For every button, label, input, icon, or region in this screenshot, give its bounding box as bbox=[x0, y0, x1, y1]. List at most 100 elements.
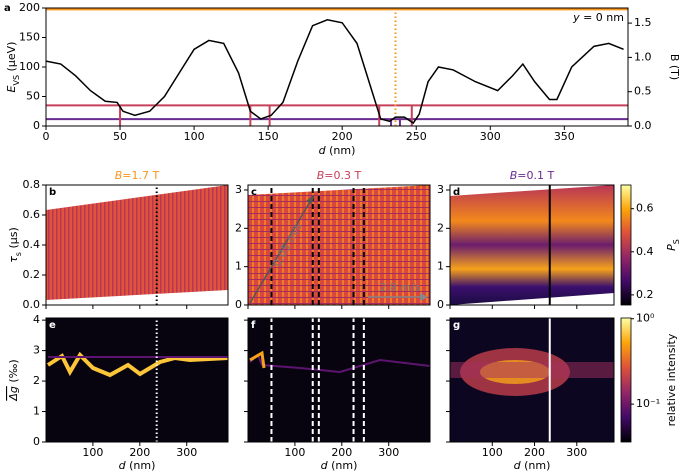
panel-label: c bbox=[251, 187, 257, 198]
y-tick-label: 1 bbox=[33, 405, 40, 418]
heatmap-image bbox=[46, 318, 228, 442]
y2-axis-label: B (T) bbox=[668, 54, 681, 80]
label-symbol: B bbox=[317, 169, 325, 182]
label-symbol: B bbox=[115, 169, 123, 182]
x-tick-label: 100 bbox=[482, 446, 503, 459]
label-subscript: VS bbox=[12, 75, 21, 86]
colorbar bbox=[620, 184, 632, 306]
label-symbol: d bbox=[321, 459, 329, 472]
colorbar bbox=[620, 317, 632, 443]
arrow bbox=[249, 194, 315, 304]
x-axis-label: d (nm) bbox=[321, 459, 358, 472]
label-symbol: d bbox=[319, 144, 327, 157]
y-tick-label: 0.4 bbox=[23, 238, 41, 251]
y2-tick-label: 1.5 bbox=[634, 16, 652, 29]
annotation: 2.8 m/s bbox=[379, 281, 420, 294]
label-symbol: P bbox=[665, 244, 678, 251]
y2-tick-label: 0.5 bbox=[634, 85, 652, 98]
label-text: (nm) bbox=[326, 144, 356, 157]
x-tick-label: 200 bbox=[331, 446, 352, 459]
panel-label: g bbox=[453, 320, 460, 331]
axes-frame bbox=[247, 184, 431, 306]
panel-title: B=0.3 T bbox=[317, 169, 362, 182]
x-axis-label: d (nm) bbox=[119, 459, 156, 472]
panel-label: e bbox=[49, 320, 56, 331]
x-tick-label: 200 bbox=[524, 446, 545, 459]
x-axis-label: d (nm) bbox=[319, 144, 356, 157]
y-tick-label: 0.2 bbox=[23, 268, 41, 281]
colorbar-tick-label: 10⁰ bbox=[636, 312, 655, 325]
x-tick-label: 300 bbox=[378, 446, 399, 459]
axes-frame bbox=[449, 317, 615, 443]
colorbar-label: PS bbox=[665, 239, 681, 251]
colorbar-tick-label: 0.2 bbox=[636, 288, 654, 301]
y-tick-label: 2 bbox=[33, 374, 40, 387]
label-text: = 0 nm bbox=[580, 11, 624, 24]
y-tick-label: 0.0 bbox=[23, 298, 41, 311]
axes-frame bbox=[45, 317, 229, 443]
y-tick-label: 1 bbox=[235, 260, 242, 273]
axes-frame bbox=[247, 317, 431, 443]
colorbar-label: relative intensity bbox=[665, 333, 678, 426]
x-tick-label: 150 bbox=[258, 130, 279, 143]
label-subscript: S bbox=[672, 239, 681, 244]
y-tick-label: 0 bbox=[235, 298, 242, 311]
data-line bbox=[45, 19, 624, 125]
label-text: (µeV) bbox=[5, 42, 18, 75]
panel-label: f bbox=[251, 320, 256, 331]
label-symbol: B bbox=[510, 169, 518, 182]
y-axis-label: EVS (µeV) bbox=[5, 42, 21, 93]
y2-tick-label: 0.0 bbox=[634, 119, 652, 132]
y-tick-label: 0.6 bbox=[23, 208, 41, 221]
y2-tick-label: 1.0 bbox=[634, 50, 652, 63]
label-text: =0.3 T bbox=[324, 169, 361, 182]
y-tick-label: 4 bbox=[33, 313, 40, 326]
heatmap-image bbox=[248, 318, 430, 442]
x-axis-label: d (nm) bbox=[514, 459, 551, 472]
x-tick-label: 200 bbox=[129, 446, 150, 459]
y-tick-label: 150 bbox=[19, 31, 40, 44]
label-symbol: τ bbox=[7, 256, 20, 263]
y-tick-label: 50 bbox=[26, 90, 40, 103]
colorbar-tick-label: 0.4 bbox=[636, 245, 654, 258]
panel-label: b bbox=[49, 187, 56, 198]
label-symbol: y bbox=[572, 11, 580, 24]
label-subscript: s bbox=[14, 252, 23, 256]
y-tick-label: 0.8 bbox=[23, 178, 41, 191]
heatmap-image bbox=[249, 350, 266, 369]
panel-label: d bbox=[453, 187, 460, 198]
panel-label: a bbox=[4, 3, 11, 14]
label-text: =0.1 T bbox=[517, 169, 554, 182]
y-tick-label: 3 bbox=[437, 183, 444, 196]
label-symbol: d bbox=[514, 459, 522, 472]
x-tick-label: 100 bbox=[284, 446, 305, 459]
x-tick-label: 300 bbox=[480, 130, 501, 143]
axes-frame bbox=[45, 7, 629, 127]
label-text: (nm) bbox=[126, 459, 156, 472]
y-tick-label: 0 bbox=[33, 119, 40, 132]
label-text: (‰) bbox=[7, 359, 20, 386]
heatmap-image bbox=[248, 185, 430, 305]
label-symbol: E bbox=[5, 85, 18, 92]
y-tick-label: 3 bbox=[33, 344, 40, 357]
heatmap-image bbox=[46, 185, 228, 300]
y-tick-label: 1 bbox=[437, 260, 444, 273]
x-tick-label: 350 bbox=[554, 130, 575, 143]
y-tick-label: 3 bbox=[235, 183, 242, 196]
x-tick-label: 300 bbox=[566, 446, 587, 459]
x-tick-label: 200 bbox=[332, 130, 353, 143]
arrowhead bbox=[420, 293, 428, 301]
y-tick-label: 2 bbox=[235, 221, 242, 234]
panel-title: B=0.1 T bbox=[510, 169, 555, 182]
heatmap-image bbox=[46, 351, 229, 378]
y-tick-label: 0 bbox=[437, 298, 444, 311]
colorbar-tick-label: 10⁻¹ bbox=[636, 397, 660, 410]
y-tick-label: 2 bbox=[437, 221, 444, 234]
x-tick-label: 300 bbox=[176, 446, 197, 459]
label-symbol: d bbox=[119, 459, 127, 472]
panel-title: B=1.7 T bbox=[115, 169, 160, 182]
x-tick-label: 100 bbox=[184, 130, 205, 143]
y-tick-label: 200 bbox=[19, 1, 40, 14]
arrowhead bbox=[306, 195, 314, 204]
